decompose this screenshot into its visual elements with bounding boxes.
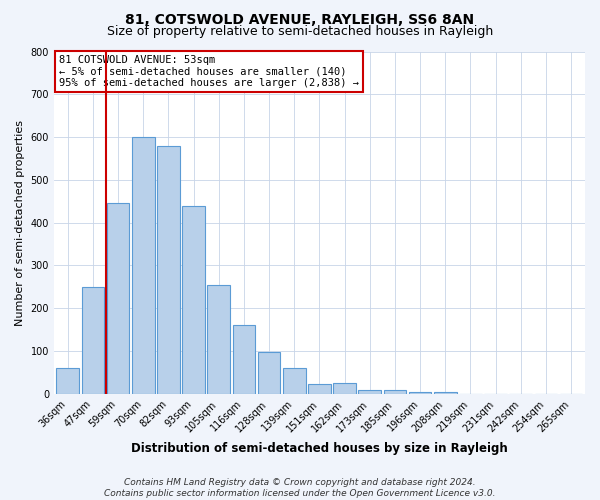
X-axis label: Distribution of semi-detached houses by size in Rayleigh: Distribution of semi-detached houses by … [131, 442, 508, 455]
Bar [132, 137, 155, 394]
Bar [283, 368, 305, 394]
Bar [182, 206, 205, 394]
Bar [157, 146, 180, 394]
Text: Size of property relative to semi-detached houses in Rayleigh: Size of property relative to semi-detach… [107, 25, 493, 38]
Bar [434, 392, 457, 394]
Bar [308, 384, 331, 394]
Bar [107, 204, 130, 394]
Y-axis label: Number of semi-detached properties: Number of semi-detached properties [15, 120, 25, 326]
Text: 81 COTSWOLD AVENUE: 53sqm
← 5% of semi-detached houses are smaller (140)
95% of : 81 COTSWOLD AVENUE: 53sqm ← 5% of semi-d… [59, 55, 359, 88]
Bar [56, 368, 79, 394]
Bar [409, 392, 431, 394]
Bar [383, 390, 406, 394]
Bar [208, 285, 230, 394]
Bar [233, 326, 255, 394]
Text: Contains HM Land Registry data © Crown copyright and database right 2024.
Contai: Contains HM Land Registry data © Crown c… [104, 478, 496, 498]
Bar [334, 383, 356, 394]
Bar [82, 287, 104, 394]
Text: 81, COTSWOLD AVENUE, RAYLEIGH, SS6 8AN: 81, COTSWOLD AVENUE, RAYLEIGH, SS6 8AN [125, 12, 475, 26]
Bar [258, 352, 280, 394]
Bar [358, 390, 381, 394]
